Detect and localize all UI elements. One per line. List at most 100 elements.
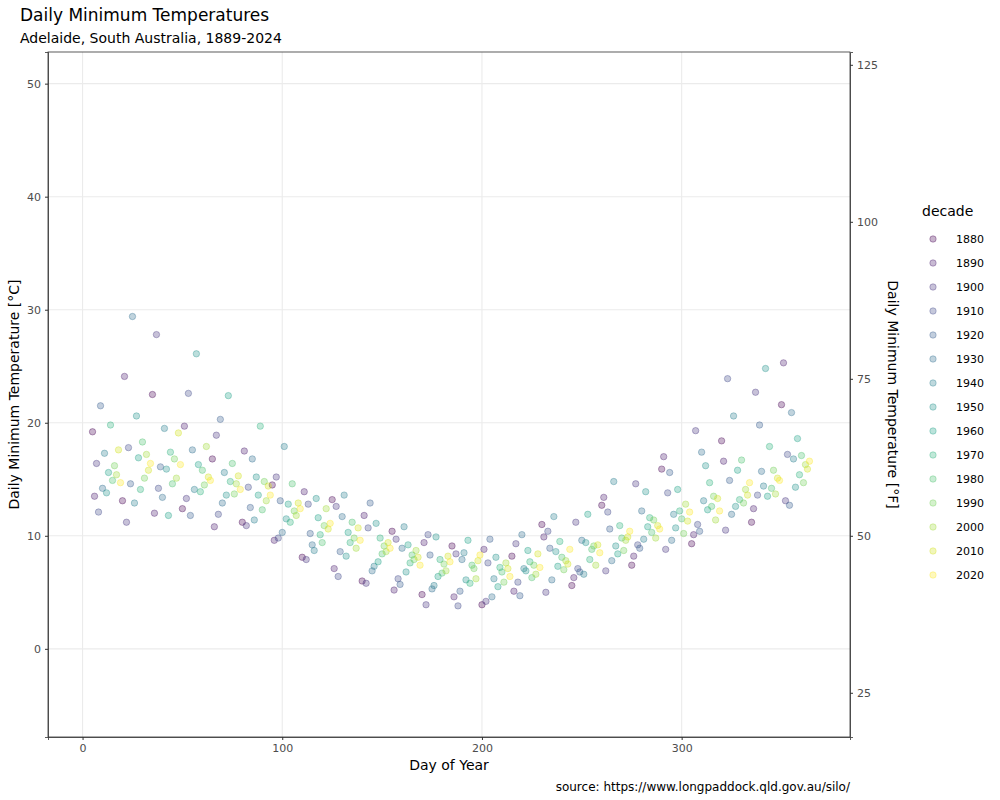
point [800,479,806,485]
tick-mark [45,649,48,650]
legend-marker [930,572,936,578]
point [335,573,341,579]
point [273,474,279,480]
point [561,567,567,573]
point [754,492,760,498]
point [297,505,303,511]
point [738,457,744,463]
point [491,576,497,582]
point [686,509,692,515]
point [167,449,173,455]
series [111,456,806,586]
point [549,577,555,583]
point [305,501,311,507]
point [485,560,491,566]
grid-line [481,52,482,737]
series [99,313,794,600]
point [615,551,621,557]
grid-line [681,52,682,737]
point [393,536,399,542]
point [664,490,670,496]
point [766,443,772,449]
point [235,473,241,479]
point [541,534,547,540]
point [399,545,405,551]
axis-line [49,738,851,741]
tick: 125 [850,59,878,72]
point [257,423,263,429]
point [543,589,549,595]
point [405,542,411,548]
point [175,430,181,436]
chart: 010020030001020304050255075100125Daily M… [0,0,1000,800]
point [718,438,724,444]
legend-label: 1910 [956,305,984,318]
series [101,413,796,589]
tick-mark [45,310,48,311]
point [413,547,419,553]
point [768,485,774,491]
tick-mark [45,84,48,85]
point [692,427,698,433]
point [525,547,531,553]
point [595,542,601,548]
tick-label: 20 [27,417,41,430]
point [662,546,668,552]
point [660,453,666,459]
tick-mark [850,65,853,66]
point [477,552,483,558]
point [129,313,135,319]
point [327,520,333,526]
legend-label: 1920 [956,329,984,342]
point [501,579,507,585]
point [189,447,195,453]
point [231,491,237,497]
point [720,458,726,464]
subtitle: Adelaide, South Australia, 1889-2024 [20,30,282,46]
point [796,472,802,478]
point [601,494,607,500]
legend-marker [930,332,936,338]
point [509,553,515,559]
point [672,525,678,531]
points [89,313,812,609]
point [748,519,754,525]
point [682,501,688,507]
point [169,481,175,487]
point [137,486,143,492]
point [670,511,676,517]
point [688,541,694,547]
point [656,526,662,532]
point [211,524,217,530]
tick-mark [850,222,853,223]
point [219,500,225,506]
point [557,538,563,544]
tick-label: 30 [27,304,41,317]
point [195,461,201,467]
point [680,530,686,536]
point [565,561,571,567]
tick: 20 [27,417,48,430]
legend-marker [930,500,936,506]
legend-item: 1900 [930,281,984,294]
point [111,463,117,469]
point [323,505,329,511]
point [684,518,690,524]
point [91,493,97,499]
point [756,422,762,428]
tick-label: 25 [857,687,871,700]
legend-item: 1970 [930,449,984,462]
x-axis: 0100200300 [49,737,851,755]
grid-line [48,309,850,310]
point [353,545,359,551]
series [113,443,808,582]
point [213,432,219,438]
point [531,562,537,568]
point [229,460,235,466]
point [337,548,343,554]
series [89,391,784,608]
legend-marker [930,428,936,434]
legend-item: 1920 [930,329,984,342]
tick-label: 300 [672,742,693,755]
point [89,429,95,435]
